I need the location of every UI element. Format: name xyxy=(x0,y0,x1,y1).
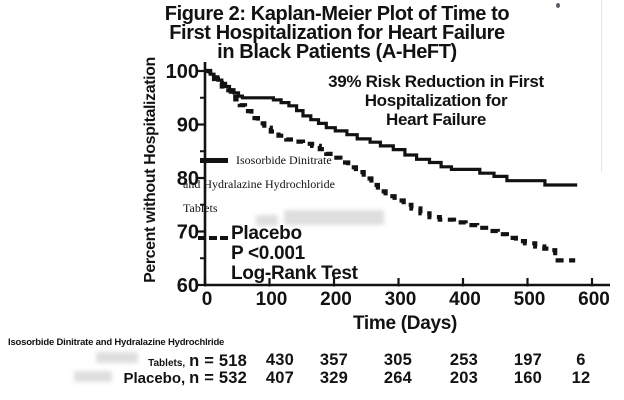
risk-count-treatment-d100: 430 xyxy=(265,351,295,369)
print-smudge xyxy=(284,210,384,225)
figure-title-line1: Figure 2: Kaplan-Meier Plot of Time to xyxy=(164,3,510,25)
scan-artifact-line xyxy=(601,0,602,172)
risk-count-placebo-d100: 407 xyxy=(265,369,295,387)
y-tick-label: 60 xyxy=(177,275,199,297)
legend-test-name: Log-Rank Test xyxy=(231,263,358,284)
treatment-curve xyxy=(205,69,578,187)
print-smudge xyxy=(74,371,112,382)
risk-count-treatment-d400: 253 xyxy=(449,351,479,369)
placebo-curve xyxy=(205,68,576,263)
risk-row-treatment-prefix: Tablets, xyxy=(148,358,186,369)
figure-title: Figure 2: Kaplan-Meier Plot of Time to F… xyxy=(50,3,624,63)
figure-title-line3: in Black Patients (A-HeFT) xyxy=(217,41,457,63)
print-smudge xyxy=(256,215,278,226)
risk-count-placebo-d500: 160 xyxy=(513,369,543,387)
risk-row-placebo-label: Placebo, n = 532 xyxy=(0,369,247,388)
annotation-line2: Hospitalization for xyxy=(364,91,508,110)
scan-artifact-dot xyxy=(556,3,560,8)
y-tick-label: 100 xyxy=(166,61,199,83)
x-tick-label: 500 xyxy=(514,289,546,310)
risk-table-header: Isosorbide Dinitrate and Hydralazine Hyd… xyxy=(8,337,225,348)
risk-count-treatment-d600: 6 xyxy=(576,351,586,369)
risk-row-placebo-prefix: Placebo, xyxy=(123,370,186,387)
annotation-line3: Heart Failure xyxy=(385,110,487,129)
x-axis-title: Time (Days) xyxy=(352,313,458,334)
risk-reduction-annotation: 39% Risk Reduction in First Hospitalizat… xyxy=(306,72,566,129)
x-tick-label: 0 xyxy=(202,289,213,310)
risk-count-placebo-d600: 12 xyxy=(571,369,591,387)
x-tick-label: 600 xyxy=(578,289,610,310)
risk-count-placebo-d200: 329 xyxy=(319,369,349,387)
print-smudge xyxy=(96,352,138,363)
risk-count-treatment-d500: 197 xyxy=(513,351,543,369)
legend-solid-line-sample xyxy=(200,158,228,163)
legend-treatment-line2: and Hydralazine Hydrochloride xyxy=(183,177,335,191)
legend-placebo-block: Placebo P <0.001 Log-Rank Test xyxy=(231,224,358,284)
risk-count-treatment-d200: 357 xyxy=(319,351,349,369)
annotation-line1: 39% Risk Reduction in First xyxy=(328,72,544,91)
y-axis-title: Percent without Hospitalization xyxy=(142,57,159,283)
figure-title-line2: First Hospitalization for Heart Failure xyxy=(169,22,505,44)
x-tick-label: 400 xyxy=(449,289,481,310)
legend-dashed-line-sample xyxy=(198,236,228,240)
x-tick-label: 200 xyxy=(320,289,352,310)
legend-treatment-line3: Tablets xyxy=(183,201,218,215)
legend-treatment-line1: Isosorbide Dinitrate xyxy=(236,153,332,167)
y-tick-label: 70 xyxy=(177,222,199,244)
risk-count-placebo-d300: 264 xyxy=(383,369,413,387)
risk-row-treatment-label: Tablets, n = 518 xyxy=(0,352,247,371)
risk-count-treatment-d300: 305 xyxy=(383,351,413,369)
risk-count-placebo-d400: 203 xyxy=(449,369,479,387)
x-tick-label: 100 xyxy=(256,289,288,310)
x-tick-label: 300 xyxy=(385,289,417,310)
y-tick-label: 80 xyxy=(177,168,199,190)
risk-row-treatment-n: n = 518 xyxy=(189,352,247,370)
risk-row-placebo-n: n = 532 xyxy=(189,369,247,387)
legend-placebo-label: Placebo xyxy=(231,223,302,244)
legend-p-value: P <0.001 xyxy=(231,243,305,264)
y-tick-label: 90 xyxy=(177,115,199,137)
